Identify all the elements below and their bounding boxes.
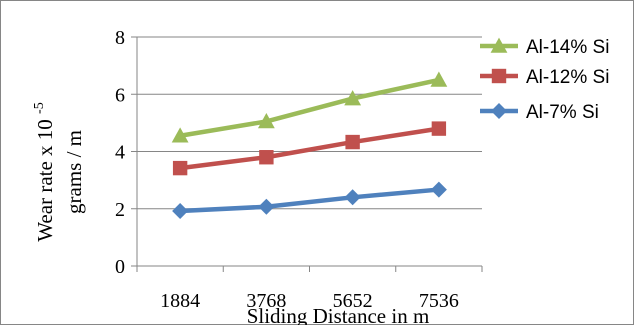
y-axis-title-exponent: -5	[32, 102, 47, 114]
data-point-square	[259, 150, 274, 165]
svg-text:Wear rate x 10 -5: Wear rate x 10 -5	[32, 102, 57, 241]
y-tick-label: 6	[115, 84, 125, 106]
x-tick-label: 3768	[246, 290, 286, 312]
data-point-diamond	[344, 189, 361, 206]
x-axis-title: Sliding Distance in m	[247, 304, 430, 325]
data-point-diamond	[430, 181, 447, 198]
data-point-triangle	[257, 113, 275, 129]
axes	[131, 36, 483, 272]
y-tick-label: 0	[115, 256, 125, 278]
series-square	[172, 121, 447, 176]
series-line	[179, 77, 440, 138]
data-point-triangle	[430, 71, 448, 87]
y-axis-title-line1: Wear rate x 10	[33, 119, 57, 242]
legend: Al-14% Si Al-12% Si Al-7% Si	[480, 37, 609, 123]
data-point-square	[345, 134, 360, 150]
series-triangle	[171, 71, 448, 143]
legend-item: Al-12% Si	[480, 67, 609, 88]
legend-label: Al-14% Si	[526, 37, 609, 58]
tick-labels: 0 2 4 6 8 1884 3768 5652 7536	[115, 27, 459, 312]
y-axis-title-line2: grams / m	[62, 130, 86, 214]
y-tick-label: 4	[115, 142, 125, 164]
y-tick-label: 8	[115, 27, 125, 49]
data-point-square	[431, 121, 447, 136]
series-line	[180, 187, 440, 214]
data-point-triangle	[344, 90, 362, 106]
y-tick-label: 2	[115, 199, 125, 221]
x-tick-label: 7536	[419, 290, 459, 312]
data-point-triangle	[490, 37, 508, 53]
x-tick-label: 5652	[333, 290, 373, 312]
data-point-diamond	[258, 198, 275, 215]
series-diamond	[172, 181, 447, 220]
data-point-diamond	[172, 203, 189, 220]
data-point-triangle	[171, 127, 189, 143]
x-tick-label: 1884	[160, 290, 200, 312]
legend-label: Al-12% Si	[526, 67, 609, 88]
series-lines	[171, 71, 448, 220]
legend-item: Al-7% Si	[480, 102, 599, 123]
y-axis-title: Wear rate x 10 -5 grams / m	[32, 102, 86, 241]
series-line	[179, 126, 440, 171]
legend-item: Al-14% Si	[480, 37, 609, 58]
data-point-square	[172, 160, 188, 176]
data-point-square	[491, 68, 507, 84]
legend-label: Al-7% Si	[526, 102, 599, 123]
data-point-diamond	[491, 103, 507, 119]
